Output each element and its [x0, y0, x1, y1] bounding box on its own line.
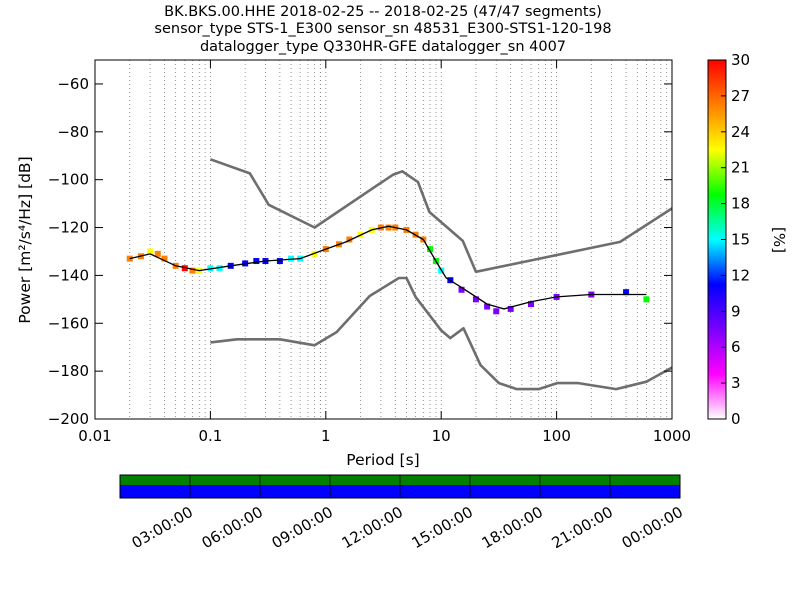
density-cell [643, 296, 650, 303]
x-axis-label: Period [s] [346, 451, 419, 469]
timeline-tick-label: 03:00:00 [129, 503, 196, 552]
colorbar-tick-label: 21 [731, 159, 750, 177]
density-cell [493, 308, 500, 315]
y-axis-label-unit: [m²/s⁴/Hz] [dB] [16, 156, 34, 271]
density-cell [484, 303, 491, 310]
timeline-tick-label: 21:00:00 [549, 503, 616, 552]
x-tick-label: 0.1 [198, 427, 222, 445]
y-tick-label: −80 [57, 123, 89, 141]
y-tick-label: −140 [48, 266, 89, 284]
y-tick-label: −120 [48, 219, 89, 237]
density-cell [276, 258, 283, 265]
segment-timeline: 03:00:00 06:00:00 09:00:00 12:00:00 15:00:00… [119, 474, 686, 552]
colorbar-tick-label: 6 [731, 338, 741, 356]
density-cell [623, 289, 630, 296]
density-cell [147, 248, 154, 255]
x-axis-ticks: 0.01 0.1 1 10 100 1000 [78, 60, 691, 445]
timeline-tick-label: 09:00:00 [269, 503, 336, 552]
y-axis-label-prefix: Power [16, 276, 34, 323]
density-cell [207, 265, 214, 272]
x-tick-label: 1000 [653, 427, 691, 445]
y-tick-label: −160 [48, 314, 89, 332]
density-cell [458, 286, 465, 293]
colorbar-tick-label: 9 [731, 302, 741, 320]
low-noise-model-line [210, 276, 673, 391]
y-tick-label: −60 [57, 75, 89, 93]
y-tick-label: −200 [48, 410, 89, 428]
plot-area [95, 60, 672, 419]
x-tick-label: 1 [321, 427, 331, 445]
density-cell [507, 305, 514, 312]
y-tick-label: −100 [48, 171, 89, 189]
x-tick-label: 100 [542, 427, 571, 445]
density-cell [253, 258, 260, 265]
density-cell [385, 224, 392, 231]
timeline-tick-label: 00:00:00 [619, 503, 686, 552]
high-noise-model-line [209, 158, 673, 274]
y-tick-label: −180 [48, 362, 89, 380]
plot-frame [94, 59, 673, 420]
colorbar-tick-label: 30 [731, 51, 750, 69]
timeline-tick-label: 12:00:00 [339, 503, 406, 552]
title-line-2: sensor_type STS-1_E300 sensor_sn 48531_E… [154, 21, 611, 37]
mean-psd-line [129, 225, 647, 310]
colorbar-tick-label: 27 [731, 87, 750, 105]
colorbar-tick-label: 24 [731, 123, 750, 141]
density-cell [189, 267, 196, 274]
density-cell [216, 265, 223, 272]
density-cell [346, 236, 353, 243]
density-cell [427, 246, 434, 253]
x-tick-label: 0.01 [78, 427, 111, 445]
noise-models [209, 158, 673, 391]
timeline-tick-label: 18:00:00 [479, 503, 546, 552]
timeline-tick-label: 15:00:00 [409, 503, 476, 552]
density-cell [472, 296, 479, 303]
mean-curve [129, 225, 647, 310]
colorbar-tick-label: 3 [731, 374, 741, 392]
colorbar-tick-label: 15 [731, 231, 750, 249]
timeline-tick-label: 06:00:00 [199, 503, 266, 552]
colorbar-tick-label: 18 [731, 195, 750, 213]
y-axis-ticks: −60 −80 −100 −120 −140 −160 −180 −200 [48, 75, 672, 428]
density-cell [527, 301, 534, 308]
y-axis-label: Power [m²/s⁴/Hz] [dB] [16, 156, 34, 323]
density-cell [161, 255, 168, 262]
x-tick-label: 10 [432, 427, 451, 445]
colorbar-tick-label: 0 [731, 410, 741, 428]
colorbar-label: [%] [770, 227, 788, 253]
colorbar-tick-label: 12 [731, 266, 750, 284]
density-cell [154, 250, 161, 257]
title-line-3: datalogger_type Q330HR-GFE datalogger_sn… [200, 39, 566, 55]
title-line-1: BK.BKS.00.HHE 2018-02-25 -- 2018-02-25 (… [164, 4, 602, 20]
